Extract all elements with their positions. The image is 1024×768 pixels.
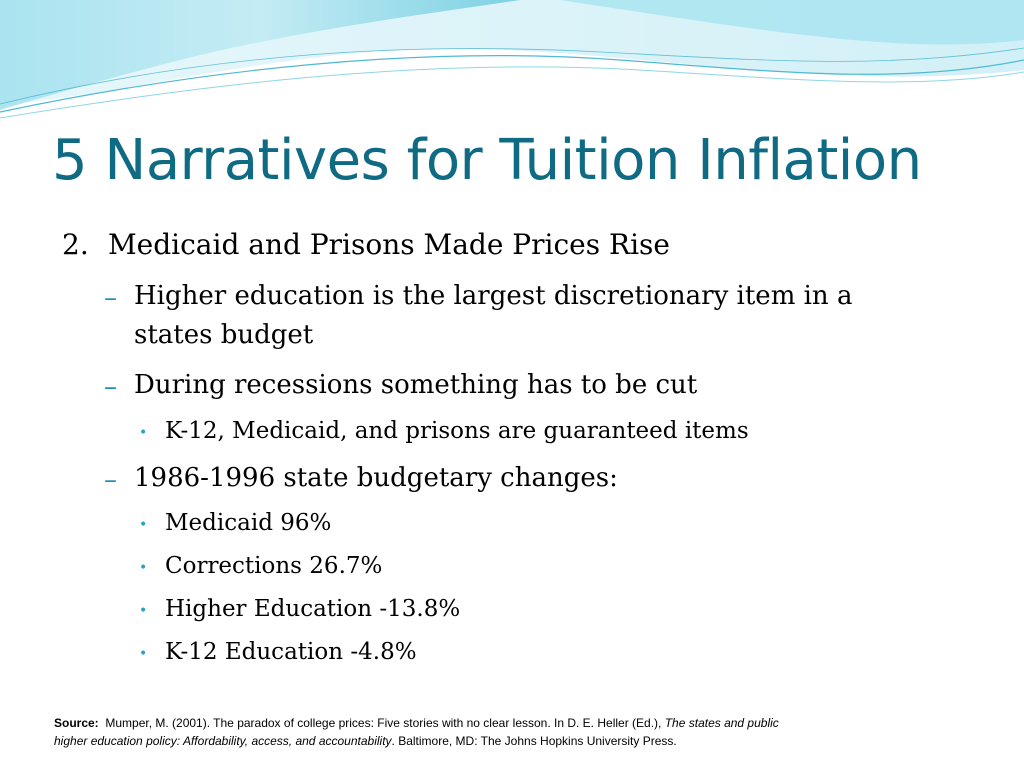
point-2: During recessions something has to be cu… <box>134 370 698 400</box>
item-heading: Medicaid and Prisons Made Prices Rise <box>108 228 670 261</box>
point-1-line-1: Higher education is the largest discreti… <box>134 281 853 311</box>
sub-point-corrections: Corrections 26.7% <box>165 553 383 579</box>
source-text-2: . Baltimore, MD: The Johns Hopkins Unive… <box>391 734 677 748</box>
bullet-marker: • <box>139 646 148 662</box>
bullet-marker: • <box>139 603 148 619</box>
source-text-1: Mumper, M. (2001). The paradox of colleg… <box>105 716 662 730</box>
source-title-part-1: The states and public <box>664 716 779 730</box>
item-number: 2. <box>62 228 89 261</box>
bullet-marker: • <box>139 560 148 576</box>
dash-marker: – <box>104 372 117 402</box>
source-label: Source: <box>54 716 99 730</box>
source-citation: Source: Mumper, M. (2001). The paradox o… <box>54 714 954 750</box>
sub-point-1: K-12, Medicaid, and prisons are guarante… <box>165 418 749 444</box>
source-title-part-2: higher education policy: Affordability, … <box>54 734 392 748</box>
sub-point-medicaid: Medicaid 96% <box>165 510 332 536</box>
decorative-wave-banner <box>0 0 1024 119</box>
bullet-marker: • <box>139 517 148 533</box>
bullet-marker: • <box>139 425 148 441</box>
dash-marker: – <box>104 465 117 495</box>
dash-marker: – <box>104 283 117 313</box>
point-1-line-2: states budget <box>134 320 314 350</box>
sub-point-higher-education: Higher Education -13.8% <box>165 596 461 622</box>
sub-point-k12-education: K-12 Education -4.8% <box>165 639 417 665</box>
slide-title: 5 Narratives for Tuition Inflation <box>52 128 922 193</box>
point-3: 1986-1996 state budgetary changes: <box>134 463 618 493</box>
